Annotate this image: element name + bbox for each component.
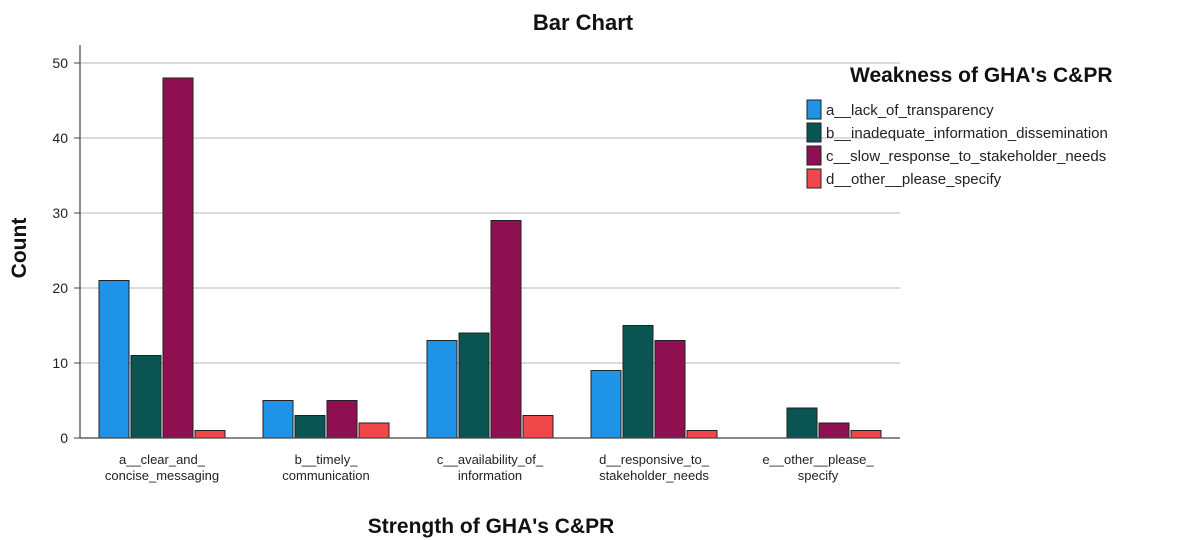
legend-swatch (806, 99, 822, 120)
legend-label: c__slow_response_to_stakeholder_needs (826, 148, 1106, 165)
x-tick-label-line: b__timely_ (295, 452, 359, 467)
y-tick-label: 50 (52, 55, 68, 71)
x-tick-label-line: specify (798, 468, 839, 483)
bar-4-2 (622, 325, 654, 439)
y-tick-label: 20 (52, 280, 68, 296)
bars (98, 77, 882, 439)
labels: 0 10 20 30 40 50 a__clear_and_ concise_messagin… (52, 55, 874, 483)
legend: a__lack_of_transparency b__inadequate_inf… (806, 99, 1108, 189)
legend-swatch (806, 168, 822, 189)
bar-5-4 (850, 430, 882, 439)
x-tick-label-line: information (458, 468, 522, 483)
legend-label: a__lack_of_transparency (826, 102, 994, 119)
gridlines (80, 62, 900, 364)
bar-2-1 (262, 400, 294, 439)
legend-label: b__inadequate_information_dissemination (826, 125, 1108, 142)
x-axis-title: Strength of GHA's C&PR (368, 515, 615, 538)
x-tick-label-line: communication (282, 468, 369, 483)
x-tick-label-line: stakeholder_needs (599, 468, 709, 483)
bar-3-1 (426, 340, 458, 439)
bar-1-2 (130, 355, 162, 439)
bar-2-2 (294, 415, 326, 439)
x-tick-label: b__timely_ communication (282, 452, 369, 483)
axes (74, 45, 900, 439)
x-tick-label-line: c__availability_of_ (437, 452, 544, 467)
bar-1-4 (194, 430, 226, 439)
bar-3-2 (458, 332, 490, 439)
x-tick-label-line: e__other__please_ (762, 452, 874, 467)
bar-2-4 (358, 422, 390, 439)
y-tick-label: 0 (60, 430, 68, 446)
y-tick-label: 40 (52, 130, 68, 146)
legend-swatch (806, 122, 822, 143)
bar-3-3 (490, 220, 522, 439)
y-axis-title: Count (8, 218, 31, 279)
x-tick-label-line: concise_messaging (105, 468, 219, 483)
bar-5-2 (786, 407, 818, 439)
legend-label: d__other__please_specify (826, 171, 1002, 188)
x-tick-label-line: d__responsive_to_ (599, 452, 710, 467)
chart-title: Bar Chart (533, 10, 634, 35)
legend-title: Weakness of GHA's C&PR (850, 64, 1113, 87)
y-tick-label: 30 (52, 205, 68, 221)
bar-3-4 (522, 415, 554, 439)
bar-4-1 (590, 370, 622, 439)
bar-2-3 (326, 400, 358, 439)
bar-5-3 (818, 422, 850, 439)
x-tick-label: e__other__please_ specify (762, 452, 874, 483)
bar-4-4 (686, 430, 718, 439)
bar-1-1 (98, 280, 130, 439)
legend-swatch (806, 145, 822, 166)
x-tick-label: d__responsive_to_ stakeholder_needs (599, 452, 710, 483)
x-tick-label: a__clear_and_ concise_messaging (105, 452, 219, 483)
bar-1-3 (162, 77, 194, 439)
bar-4-3 (654, 340, 686, 439)
x-tick-label-line: a__clear_and_ (119, 452, 206, 467)
y-tick-label: 10 (52, 355, 68, 371)
x-tick-label: c__availability_of_ information (437, 452, 544, 483)
